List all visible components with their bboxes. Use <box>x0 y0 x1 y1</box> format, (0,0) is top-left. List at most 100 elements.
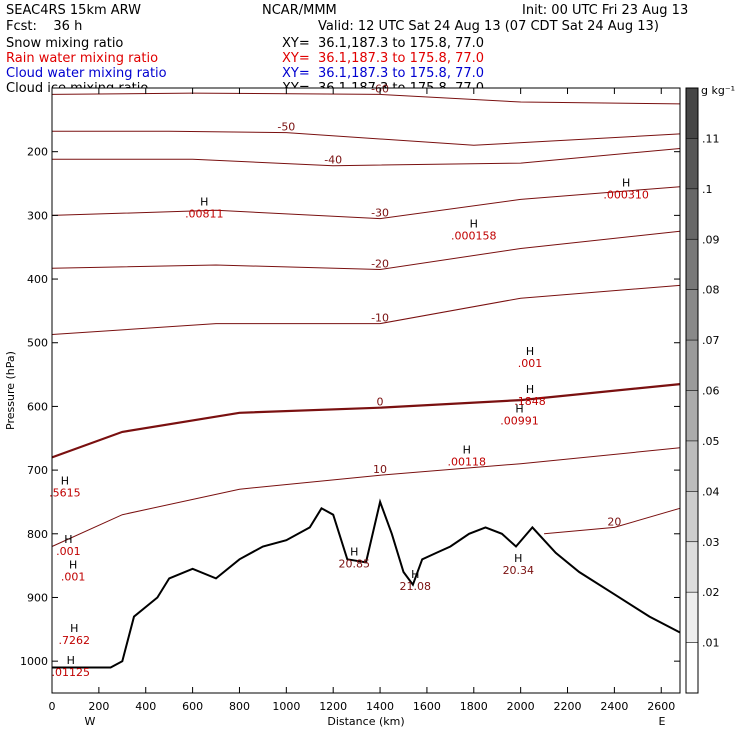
y-axis-title: Pressure (hPa) <box>4 351 17 430</box>
terrain-line <box>52 498 681 669</box>
colorbar-segment <box>686 188 698 240</box>
x-tick-label: 2200 <box>554 700 582 713</box>
colorbar-tick-label: .04 <box>702 485 720 498</box>
isotherm-label: -40 <box>324 154 342 167</box>
colorbar-tick-label: .03 <box>702 536 720 549</box>
colorbar-segment <box>686 491 698 542</box>
y-tick-label: 700 <box>27 464 48 477</box>
extremum-marker: H <box>64 533 72 546</box>
extremum-marker: H <box>463 444 471 457</box>
init-time: Init: 00 UTC Fri 23 Aug 13 <box>522 3 689 18</box>
field-name-snow: Snow mixing ratio <box>6 36 124 51</box>
x-end-label-east: E <box>659 715 666 728</box>
valid-time: Valid: 12 UTC Sat 24 Aug 13 (07 CDT Sat … <box>318 19 659 34</box>
extremum-value: .001 <box>61 570 86 583</box>
x-tick-label: 800 <box>229 700 250 713</box>
isotherm-20 <box>544 507 681 535</box>
x-tick-label: 1000 <box>272 700 300 713</box>
isotherm-label: 0 <box>377 396 384 409</box>
x-tick-label: 2000 <box>507 700 535 713</box>
isotherm-label: -20 <box>371 258 389 271</box>
field-name-cloud-water: Cloud water mixing ratio <box>6 66 167 81</box>
y-tick-label: 600 <box>27 400 48 413</box>
colorbar-segment <box>686 440 698 492</box>
model-title: SEAC4RS 15km ARW <box>6 3 142 18</box>
colorbar-segment <box>686 642 698 693</box>
extremum-marker: H <box>514 552 522 565</box>
x-tick-label: 1400 <box>366 700 394 713</box>
extremum-marker: H <box>622 176 630 189</box>
y-tick-label: 500 <box>27 337 48 350</box>
x-tick-label: 1200 <box>319 700 347 713</box>
colorbar-tick-label: .07 <box>702 334 720 347</box>
field-name-rain: Rain water mixing ratio <box>6 51 159 66</box>
y-tick-label: 400 <box>27 273 48 286</box>
y-tick-label: 200 <box>27 146 48 159</box>
colorbar-tick-label: .06 <box>702 385 720 398</box>
extremum-value: 21.08 <box>399 580 431 593</box>
org-label: NCAR/MMM <box>262 3 337 18</box>
extremum-value: .001 <box>518 357 543 370</box>
extremum-marker: H <box>67 654 75 667</box>
plot-frame <box>51 87 681 694</box>
field-xy-snow: XY= 36.1,187.3 to 175.8, 77.0 <box>282 36 485 51</box>
extremum-value: .000158 <box>451 230 497 243</box>
colorbar-segment <box>686 340 698 391</box>
colorbar-segment <box>686 390 698 441</box>
isotherm-0 <box>51 383 681 459</box>
extremum-marker: H <box>350 546 358 559</box>
extremum-marker: H <box>515 402 523 415</box>
extremum-marker: H <box>411 568 419 581</box>
extremum-marker: H <box>526 383 534 396</box>
x-tick-label: 2400 <box>600 700 628 713</box>
extremum-value: .5615 <box>49 486 81 499</box>
isotherm--50 <box>52 130 681 146</box>
extremum-value: .00118 <box>448 456 487 469</box>
colorbar-tick-label: .01 <box>702 637 720 650</box>
extremum-marker: H <box>61 474 69 487</box>
x-tick-label: 2600 <box>647 700 675 713</box>
isotherm-10 <box>51 447 681 547</box>
x-tick-label: 400 <box>135 700 156 713</box>
colorbar-tick-label: .05 <box>702 435 720 448</box>
isotherm-label: -50 <box>277 121 295 134</box>
extremum-value: .01125 <box>51 666 90 679</box>
y-tick-label: 900 <box>27 591 48 604</box>
x-tick-label: 1600 <box>413 700 441 713</box>
colorbar-tick-label: .09 <box>702 233 720 246</box>
colorbar-segment <box>686 592 698 643</box>
field-xy-cloud-water: XY= 36.1,187.3 to 175.8, 77.0 <box>282 66 485 81</box>
x-end-label-west: W <box>85 715 96 728</box>
extremum-marker: H <box>470 218 478 231</box>
extremum-value: 20.85 <box>339 558 371 571</box>
isotherm-label: -30 <box>371 207 389 220</box>
x-tick-label: 0 <box>49 700 56 713</box>
colorbar-segment <box>686 541 698 593</box>
extremum-value: .00991 <box>500 414 539 427</box>
extremum-value: 20.34 <box>503 564 535 577</box>
colorbar-tick-label: .02 <box>702 586 720 599</box>
colorbar-unit: g kg⁻¹ <box>701 84 735 97</box>
colorbar-segment <box>686 239 698 290</box>
extremum-marker: H <box>69 558 77 571</box>
colorbar-segment <box>686 289 698 341</box>
isotherm-label: 20 <box>607 515 621 528</box>
colorbar-segment <box>686 138 698 189</box>
colorbar-tick-label: .08 <box>702 284 720 297</box>
isotherm-label: 10 <box>373 463 387 476</box>
extremum-marker: H <box>526 345 534 358</box>
forecast-hour: Fcst: 36 h <box>6 19 83 34</box>
extremum-value: .00811 <box>185 207 224 220</box>
field-xy-rain: XY= 36.1,187.3 to 175.8, 77.0 <box>282 51 485 66</box>
isotherm--40 <box>52 148 681 167</box>
colorbar-tick-label: .11 <box>702 132 720 145</box>
isotherm-label: -10 <box>371 312 389 325</box>
x-axis-title: Distance (km) <box>327 715 404 728</box>
y-tick-label: 1000 <box>20 655 48 668</box>
isotherm--20 <box>51 230 681 271</box>
extremum-value: .1848 <box>514 395 546 408</box>
x-tick-label: 1800 <box>460 700 488 713</box>
colorbar-tick-label: .1 <box>702 183 713 196</box>
x-tick-label: 600 <box>182 700 203 713</box>
